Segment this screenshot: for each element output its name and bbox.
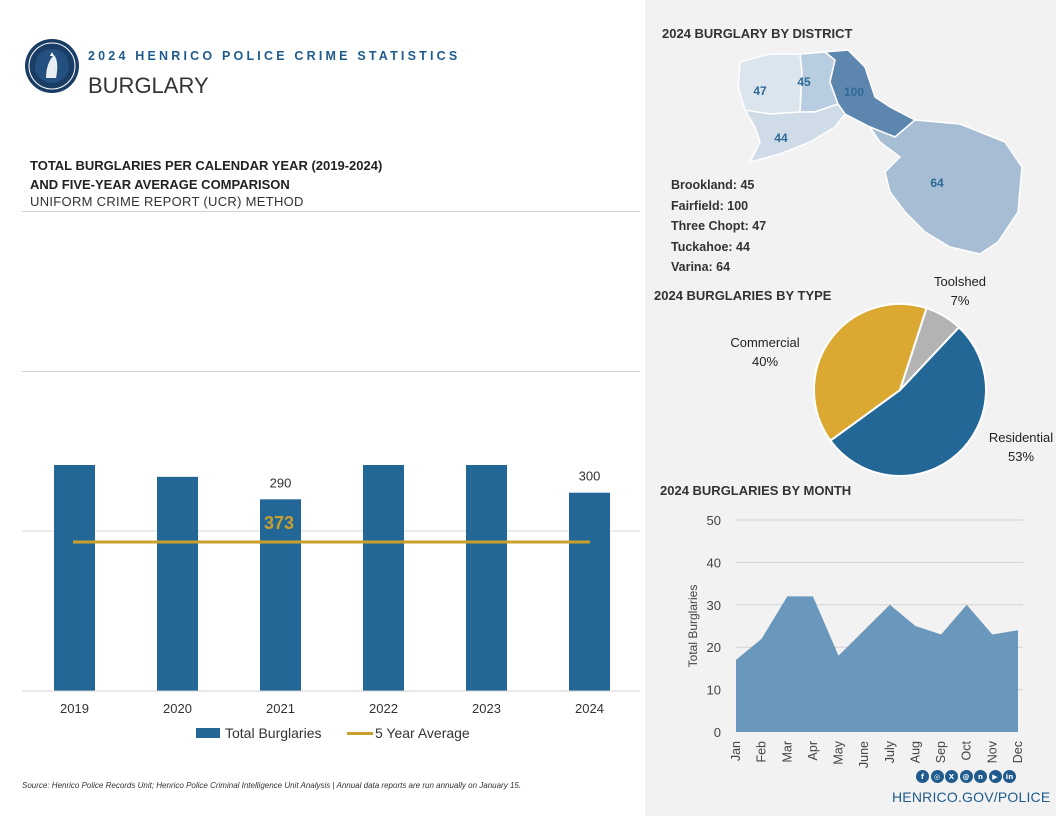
x-tick-label: Oct <box>960 740 974 760</box>
bar-total-burglaries <box>54 465 95 691</box>
district-list-item: Fairfield: 100 <box>671 198 749 213</box>
pie-label-commercial-name: Commercial <box>730 335 800 350</box>
bar-total-burglaries <box>260 499 301 691</box>
social-icons: f ◎ X @ n ▶ in <box>916 770 1016 783</box>
pie-label-toolshed: Toolshed 7% <box>925 272 995 310</box>
x-tick-label: May <box>832 740 846 764</box>
nextdoor-icon[interactable]: n <box>974 770 987 783</box>
x-icon[interactable]: X <box>945 770 958 783</box>
y-tick-label: 10 <box>707 683 721 698</box>
report-kicker: 2024 HENRICO POLICE CRIME STATISTICS <box>88 49 461 63</box>
x-tick-label: Apr <box>806 741 820 760</box>
district-map: 47 45 100 44 64 <box>737 49 1023 255</box>
district-list-item: Tuckahoe: 44 <box>671 239 750 254</box>
map-three-chopt <box>737 53 803 115</box>
legend-bar-swatch <box>196 728 220 738</box>
annual-chart-title-line1: TOTAL BURGLARIES PER CALENDAR YEAR (2019… <box>30 158 383 173</box>
map-label-brookland: 45 <box>797 75 811 89</box>
bar-data-label: 300 <box>579 469 601 484</box>
map-fairfield <box>823 49 917 138</box>
pie-slice-toolshed <box>899 306 961 391</box>
website-link[interactable]: HENRICO.GOV/POLICE <box>892 789 1051 805</box>
linkedin-icon[interactable]: in <box>1003 770 1016 783</box>
pie-label-residential-pct: 53% <box>1007 449 1035 464</box>
district-list-item: Three Chopt: 47 <box>671 219 767 233</box>
bar-total-burglaries <box>466 465 507 691</box>
legend-five-year-average: 5 Year Average <box>347 725 470 741</box>
map-label-varina: 64 <box>930 176 944 190</box>
annual-bar-chart: 4852019324202029020214082022356202330020… <box>22 465 640 716</box>
pie-label-commercial: Commercial 40% <box>722 333 808 371</box>
bar-total-burglaries <box>157 476 198 691</box>
threads-icon[interactable]: @ <box>959 770 973 783</box>
map-tuckahoe <box>743 103 846 164</box>
x-tick-label: 2023 <box>472 701 501 716</box>
legend-line-label: 5 Year Average <box>375 725 470 741</box>
y-tick-label: 30 <box>707 598 721 613</box>
district-title: 2024 BURGLARY BY DISTRICT <box>662 26 853 41</box>
x-tick-label: Aug <box>908 741 922 763</box>
y-tick-label: 50 <box>707 513 721 528</box>
type-pie-chart <box>813 303 987 477</box>
month-title: 2024 BURGLARIES BY MONTH <box>660 483 852 498</box>
x-tick-label: 2019 <box>60 701 89 716</box>
x-tick-label: 2022 <box>369 701 398 716</box>
x-tick-label: Feb <box>755 741 769 763</box>
legend-line-swatch <box>347 731 373 735</box>
gridline <box>22 371 640 372</box>
annual-chart-subtitle: UNIFORM CRIME REPORT (UCR) METHOD <box>30 194 304 209</box>
page-title: BURGLARY <box>88 73 209 98</box>
x-tick-label: Jan <box>729 741 743 761</box>
henrico-police-seal-logo <box>25 39 79 93</box>
gridline <box>22 211 640 212</box>
y-tick-label: 40 <box>707 555 721 570</box>
month-area-chart: 0 10 20 30 40 50 Jan Feb Mar Apr May June July Aug Sep… <box>686 513 1025 768</box>
x-tick-label: June <box>857 741 871 768</box>
map-label-fairfield: 100 <box>844 85 864 99</box>
bar-total-burglaries <box>363 465 404 691</box>
x-tick-label: Nov <box>985 740 999 763</box>
average-value-label: 373 <box>264 513 294 533</box>
x-tick-label: Dec <box>1011 741 1025 763</box>
y-axis-title: Total Burglaries <box>686 585 700 668</box>
pie-label-residential: Residential 53% <box>981 428 1056 466</box>
youtube-icon[interactable]: ▶ <box>988 770 1002 783</box>
pie-label-commercial-pct: 40% <box>751 354 779 369</box>
y-tick-label: 20 <box>707 640 721 655</box>
x-tick-label: 2024 <box>575 701 604 716</box>
instagram-icon[interactable]: ◎ <box>930 770 944 783</box>
pie-slice-commercial <box>813 303 928 442</box>
map-varina <box>868 119 1023 255</box>
pie-slice-residential <box>829 325 987 477</box>
facebook-icon[interactable]: f <box>916 770 929 783</box>
annual-chart-title: TOTAL BURGLARIES PER CALENDAR YEAR (2019… <box>30 156 382 194</box>
bar-data-label: 290 <box>270 475 292 490</box>
x-tick-label: 2021 <box>266 701 295 716</box>
map-label-three-chopt: 47 <box>753 84 767 98</box>
left-panel <box>0 0 645 816</box>
pie-label-toolshed-name: Toolshed <box>933 274 987 289</box>
district-list: Brookland: 45 Fairfield: 100 Three Chopt… <box>671 175 766 278</box>
district-list-item: Varina: 64 <box>671 260 731 274</box>
y-tick-label: 0 <box>714 725 721 740</box>
pie-label-toolshed-pct: 7% <box>950 293 970 308</box>
x-tick-label: 2020 <box>163 701 192 716</box>
bar-data-label: 324 <box>167 465 189 468</box>
x-tick-label: Mar <box>780 741 794 763</box>
legend-bar-label: Total Burglaries <box>225 725 322 741</box>
annual-chart-title-line2: AND FIVE-YEAR AVERAGE COMPARISON <box>30 177 290 192</box>
district-list-item: Brookland: 45 <box>671 178 755 192</box>
source-note: Source: Henrico Police Records Unit; Hen… <box>22 781 522 790</box>
map-label-tuckahoe: 44 <box>774 131 788 145</box>
type-title: 2024 BURGLARIES BY TYPE <box>654 288 832 303</box>
area-series-burglaries <box>736 596 1018 732</box>
pie-label-residential-name: Residential <box>988 430 1054 445</box>
x-tick-label: Sep <box>934 741 948 763</box>
legend-total-burglaries: Total Burglaries <box>196 725 322 741</box>
x-tick-label: July <box>883 740 897 763</box>
bar-total-burglaries <box>569 492 610 691</box>
